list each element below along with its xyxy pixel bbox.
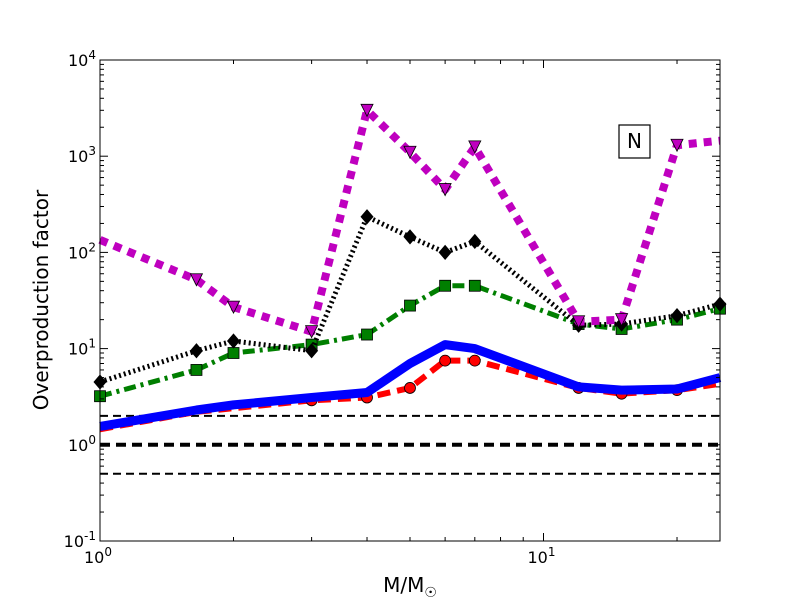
y-tick-label-4: 103	[68, 144, 96, 166]
series-2-point-7	[468, 279, 481, 292]
y-tick-label-5: 104	[68, 48, 96, 70]
y-tick-label-0-exp: -1	[84, 529, 96, 543]
series-2-point-1	[190, 364, 203, 376]
series-layer	[93, 103, 727, 433]
y-axis-label: Overproduction factor	[29, 189, 53, 410]
y-tick-label-0-base: 10	[64, 532, 84, 551]
y-tick-label-1-base: 10	[68, 436, 88, 455]
y-tick-label-4-exp: 3	[88, 144, 96, 158]
series-0-point-1	[189, 273, 204, 287]
y-tick-label-3-exp: 2	[88, 240, 96, 254]
x-tick-label-1-base: 10	[528, 548, 548, 567]
x-tick-label-1-exp: 1	[548, 545, 556, 559]
y-tick-label-3: 102	[68, 240, 96, 262]
y-tick-label-1-exp: 0	[88, 433, 96, 447]
series-1-point-4	[360, 209, 374, 225]
series-0-line	[98, 106, 721, 336]
x-tick-label-0-base: 10	[84, 548, 104, 567]
x-axis-label-subscript: ☉	[424, 585, 437, 600]
plot-frame	[99, 59, 721, 542]
series-0-point-7	[468, 140, 482, 154]
x-axis-label: M/M☉	[383, 573, 437, 600]
x-tick-label-0: 100	[84, 545, 112, 567]
series-2-line	[99, 283, 721, 399]
series-1-point-3	[305, 343, 319, 359]
series-1-line	[99, 214, 721, 385]
y-tick-label-2-exp: 1	[88, 337, 96, 351]
series-1-point-5	[403, 229, 417, 245]
series-2-point-2	[227, 347, 240, 359]
annotation-label: N	[627, 129, 642, 153]
x-axis-label-main: M/M	[383, 573, 424, 597]
series-2-point-4	[361, 328, 373, 341]
y-tick-label-5-exp: 4	[88, 48, 96, 62]
series-2-point-5	[404, 299, 416, 312]
y-tick-label-2-base: 10	[68, 340, 88, 359]
series-0-point-10	[670, 138, 684, 153]
series-4-point-5	[404, 382, 416, 394]
annotation-frame	[618, 124, 651, 159]
series-1-point-10	[670, 308, 684, 324]
series-1-point-1	[189, 343, 203, 359]
series-1-point-2	[226, 333, 241, 349]
x-tick-label-1: 101	[528, 545, 556, 567]
series-0	[98, 103, 721, 339]
series-0-point-9	[614, 313, 629, 327]
series-3	[99, 340, 722, 431]
y-tick-label-2: 101	[68, 337, 96, 359]
x-tick-label-0-exp: 0	[104, 545, 112, 559]
series-3-line	[99, 340, 722, 431]
series-0-point-5	[403, 145, 417, 160]
series-1-point-7	[468, 233, 482, 250]
y-tick-label-5-base: 10	[68, 51, 88, 70]
series-2-point-6	[439, 279, 452, 292]
series-0-point-3	[304, 325, 319, 339]
y-tick-label-3-base: 10	[68, 243, 88, 262]
series-0-point-8	[571, 315, 586, 329]
series-4-point-6	[439, 354, 452, 367]
series-0-point-6	[438, 183, 452, 197]
annotation-box: N	[618, 124, 651, 159]
y-tick-label-4-base: 10	[68, 147, 88, 166]
series-1-point-6	[438, 244, 452, 261]
y-tick-label-0: 10-1	[64, 529, 96, 551]
series-4-point-7	[468, 354, 481, 367]
reference-lines	[100, 414, 720, 475]
series-0-point-2	[226, 300, 241, 314]
series-0-point-4	[360, 103, 374, 118]
y-tick-label-1: 100	[68, 433, 96, 455]
